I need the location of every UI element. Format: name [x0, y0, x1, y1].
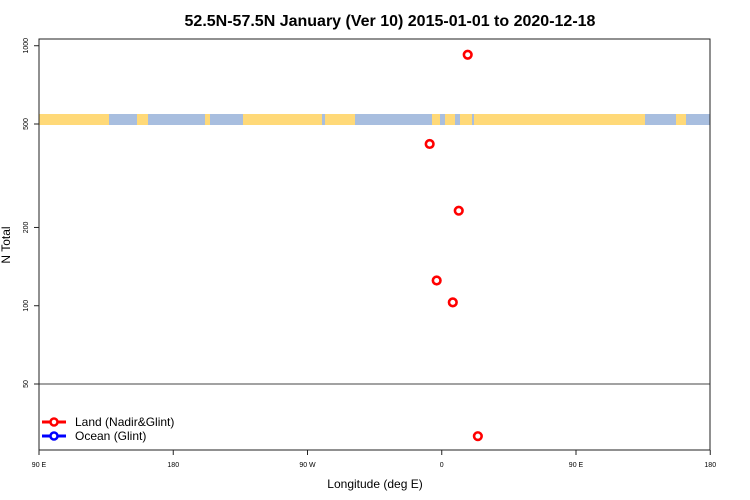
legend: Land (Nadir&Glint)Ocean (Glint): [42, 415, 174, 443]
data-point: [462, 49, 473, 60]
land-segment: [474, 114, 645, 125]
x-axis-label: Longitude (deg E): [327, 477, 422, 491]
ocean-band: [39, 114, 710, 125]
land-segment: [460, 114, 472, 125]
land-segment: [432, 114, 440, 125]
chart-title: 52.5N-57.5N January (Ver 10) 2015-01-01 …: [185, 13, 596, 30]
x-tick-label: 90 W: [299, 462, 316, 469]
legend-label: Land (Nadir&Glint): [75, 415, 174, 429]
land-segment: [137, 114, 148, 125]
y-tick-label: 50: [23, 380, 30, 388]
land-segment: [39, 114, 109, 125]
data-point: [424, 138, 435, 150]
data-point: [431, 275, 442, 286]
land-segment: [676, 114, 686, 125]
y-tick-label: 200: [23, 222, 30, 234]
land-ocean-strip: [39, 114, 710, 125]
land-segment: [243, 114, 322, 125]
legend-label: Ocean (Glint): [75, 429, 146, 443]
data-point: [453, 205, 464, 216]
plot-frame: [38, 38, 711, 451]
y-axis-label: N Total: [0, 226, 13, 263]
x-tick-label: 180: [167, 462, 179, 469]
land-segment: [445, 114, 455, 125]
y-tick-label: 1000: [23, 38, 30, 54]
data-point: [447, 297, 458, 308]
x-tick-label: 180: [704, 462, 716, 469]
y-tick-label: 500: [23, 118, 30, 130]
x-tick-label: 90 E: [32, 462, 47, 469]
y-tick-label: 100: [23, 300, 30, 312]
land-segment: [205, 114, 210, 125]
legend-marker: [49, 431, 59, 441]
x-tick-label: 90 E: [569, 462, 584, 469]
data-point: [472, 431, 483, 442]
legend-marker: [49, 417, 59, 427]
x-tick-label: 0: [440, 462, 444, 469]
land-segment: [325, 114, 355, 125]
